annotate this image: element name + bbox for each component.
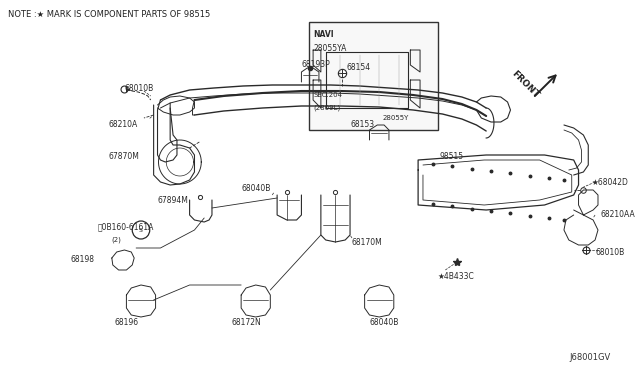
Text: 67870M: 67870M [109, 152, 140, 161]
Bar [309, 22, 438, 130]
Text: 0B160-6161A: 0B160-6161A [97, 222, 154, 231]
Text: 68010B: 68010B [124, 84, 154, 93]
Text: 68170M: 68170M [352, 238, 383, 247]
Text: 28055Y: 28055Y [382, 115, 408, 121]
Text: 68196: 68196 [115, 318, 139, 327]
Text: 68210A: 68210A [109, 120, 138, 129]
Text: ★4B433C: ★4B433C [438, 272, 474, 281]
Text: 68040B: 68040B [369, 318, 399, 327]
Text: ★68042D: ★68042D [591, 178, 628, 187]
Text: 68153: 68153 [350, 120, 374, 129]
Text: 68198: 68198 [70, 255, 94, 264]
Text: 67894M: 67894M [157, 196, 188, 205]
Text: 68154: 68154 [346, 63, 371, 72]
Text: 28055YA: 28055YA [313, 44, 346, 53]
Text: (2): (2) [112, 236, 122, 243]
Text: NAVI: NAVI [313, 30, 333, 39]
Text: FRONT: FRONT [509, 69, 541, 100]
Text: 68210AA: 68210AA [601, 210, 636, 219]
Text: 68193P: 68193P [301, 60, 330, 69]
Text: SEC.204: SEC.204 [313, 92, 342, 98]
Text: (2809L): (2809L) [313, 104, 340, 110]
Text: 98515: 98515 [440, 152, 463, 161]
Text: 68010B: 68010B [595, 248, 625, 257]
Text: NOTE :★ MARK IS COMPONENT PARTS OF 98515: NOTE :★ MARK IS COMPONENT PARTS OF 98515 [8, 10, 210, 19]
Text: S: S [139, 228, 143, 232]
Text: 68172N: 68172N [232, 318, 261, 327]
Text: 68040B: 68040B [241, 184, 271, 193]
Text: J68001GV: J68001GV [570, 353, 611, 362]
